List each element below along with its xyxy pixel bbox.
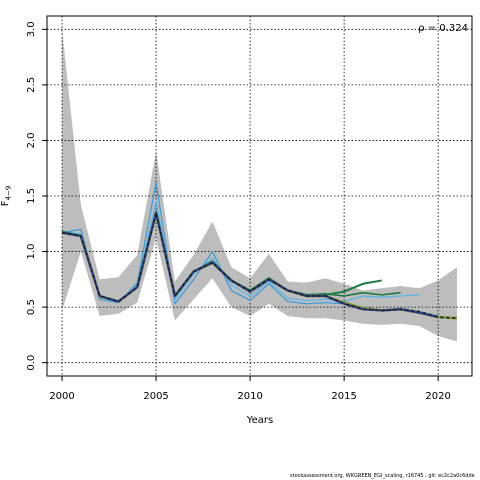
y-tick-label: 0.5 bbox=[26, 299, 37, 315]
series-layer bbox=[61, 182, 458, 320]
y-tick-label: 3.0 bbox=[26, 21, 37, 37]
x-axis-label: Years bbox=[246, 415, 273, 426]
x-tick-label: 2020 bbox=[425, 391, 450, 402]
footer-credit: stockassessment.org, WKGREEN_EGI_scaling… bbox=[290, 473, 475, 479]
x-tick-label: 2010 bbox=[237, 391, 262, 402]
x-tick-label: 2015 bbox=[331, 391, 356, 402]
retro-peel-6-line bbox=[61, 211, 458, 320]
y-tick-label: 2.5 bbox=[26, 77, 37, 93]
y-tick-label: 1.0 bbox=[26, 244, 37, 260]
y-tick-label: 1.5 bbox=[26, 188, 37, 204]
y-axis-label-subscript: 4−9 bbox=[5, 186, 13, 201]
y-axis-label-group: F4−9 bbox=[0, 186, 13, 207]
y-tick-label: 0.0 bbox=[26, 355, 37, 371]
confidence-band-layer bbox=[62, 29, 457, 342]
grid-layer bbox=[47, 16, 472, 376]
axis-layer: 2000 2005 2010 2015 2020 0.0 0.5 1.0 1.5 2.0 2.5 3.… bbox=[26, 21, 451, 402]
confidence-band bbox=[62, 29, 457, 342]
rho-annotation: ρ = 0.324 bbox=[418, 23, 468, 34]
x-tick-label: 2005 bbox=[143, 391, 168, 402]
y-axis-label-main: F bbox=[0, 200, 11, 206]
x-tick-label: 2000 bbox=[49, 391, 74, 402]
y-tick-label: 2.0 bbox=[26, 132, 37, 148]
y-axis-label: F4−9 bbox=[0, 186, 13, 207]
